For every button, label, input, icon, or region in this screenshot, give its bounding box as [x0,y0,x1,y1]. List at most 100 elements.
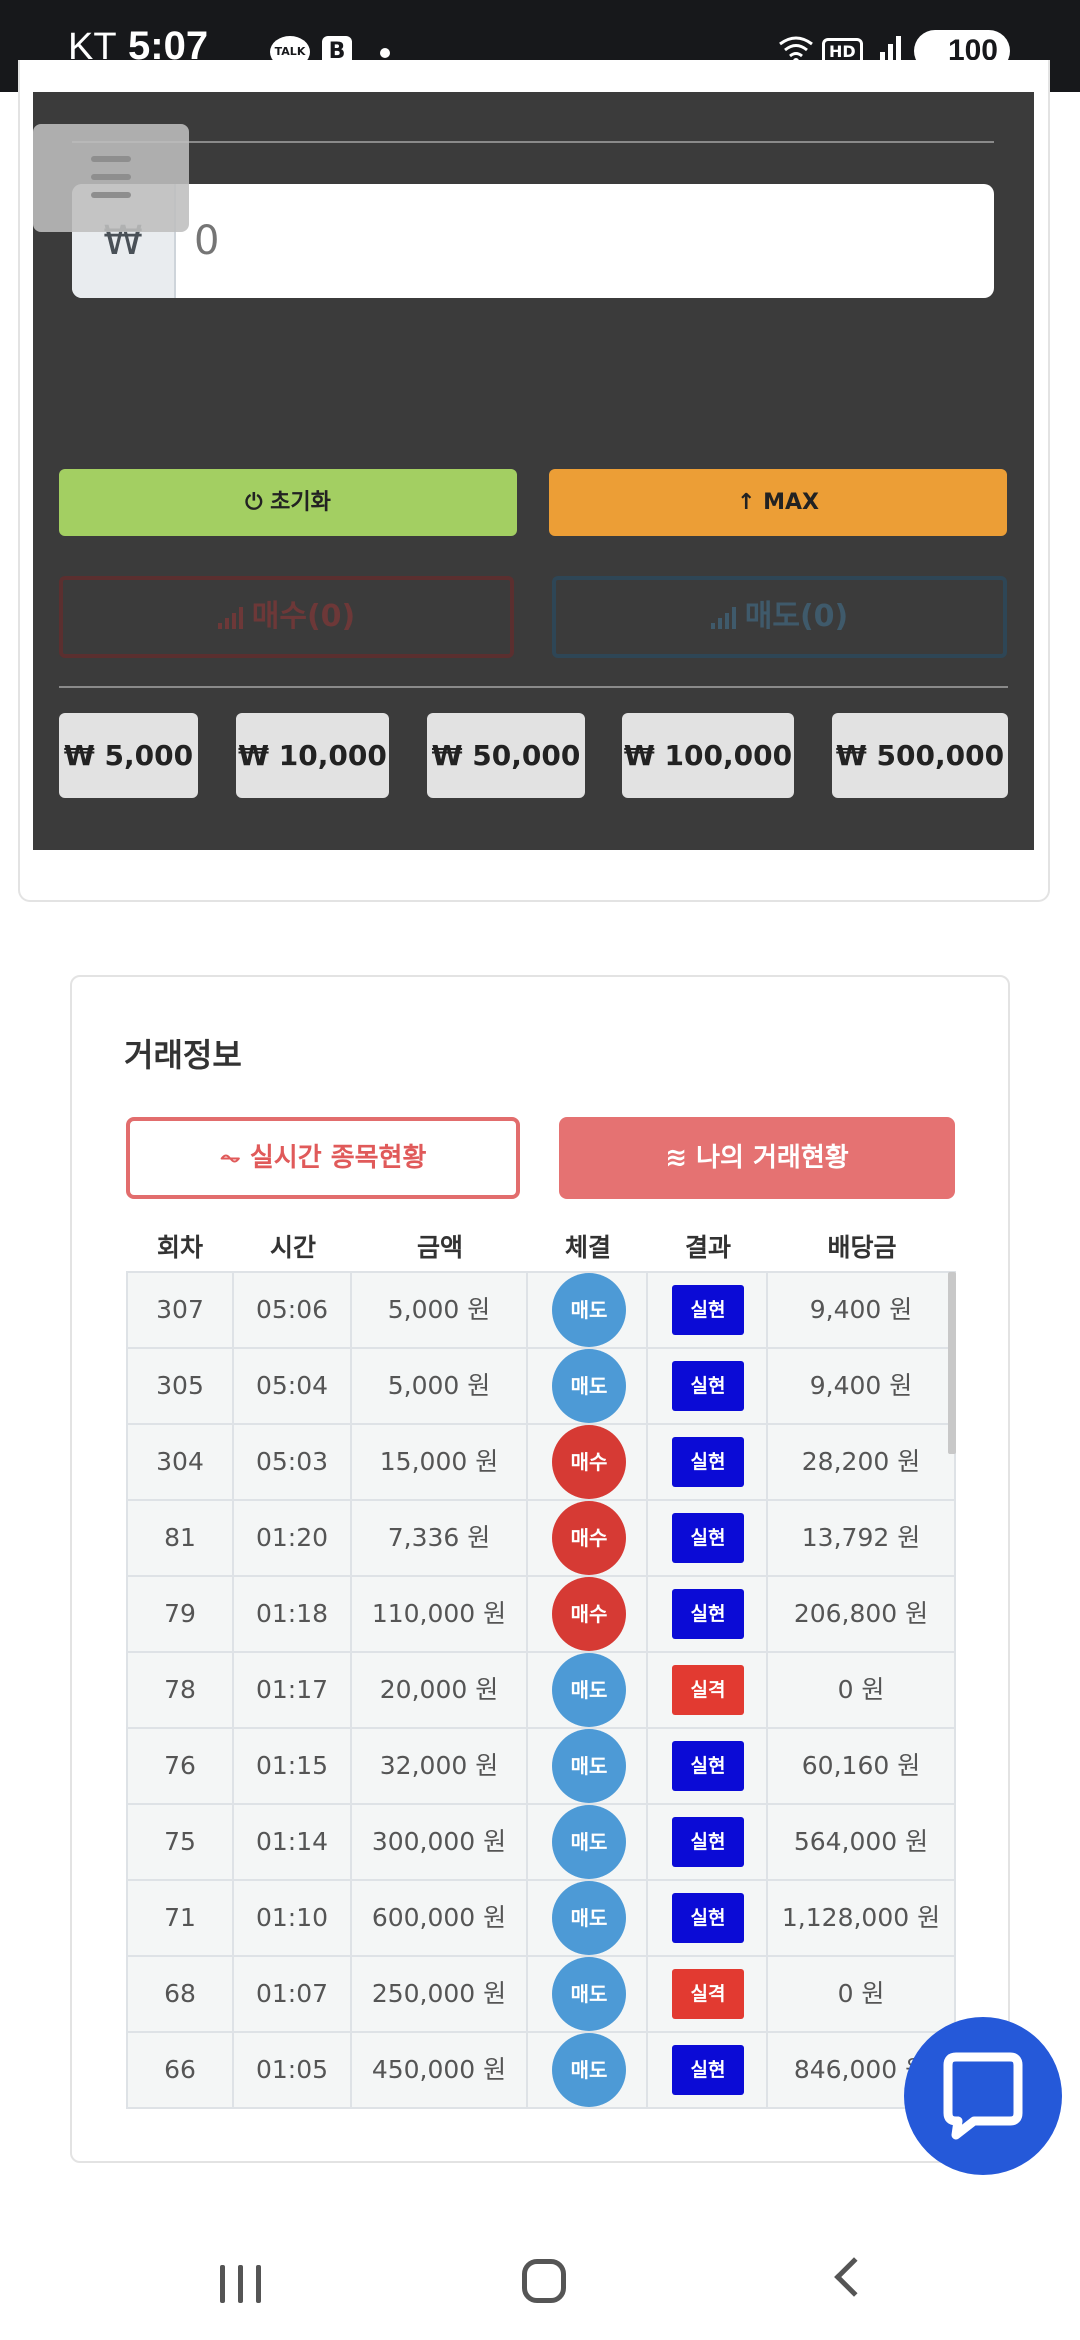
result-badge: 실격 [672,1665,744,1715]
execution-type-badge: 매수 [552,1577,626,1651]
cell [528,1349,648,1423]
table-row: 307 05:06 5,000 원 9,400 원 매도 실현 [126,1273,956,1349]
recent-apps-icon[interactable] [220,2265,266,2303]
bet-amount-field[interactable]: ₩ [72,184,994,298]
home-icon[interactable] [522,2259,566,2303]
cell-time: 01:15 [234,1729,352,1803]
divider [59,686,1008,688]
table-header: 회차 시간 금액 체결 결과 배당금 [126,1228,956,1272]
cell-amount: 15,000 원 [352,1425,528,1499]
cell-round: 66 [126,2033,234,2107]
cell-payout: 9,400 원 [768,1273,956,1347]
cell-payout: 564,000 원 [768,1805,956,1879]
execution-type-badge: 매수 [552,1425,626,1499]
cell-amount: 450,000 원 [352,2033,528,2107]
result-badge: 실현 [672,1817,744,1867]
cell [528,1805,648,1879]
execution-type-badge: 매도 [552,1273,626,1347]
cell [648,1577,768,1651]
cell-amount: 250,000 원 [352,1957,528,2031]
trade-info-title: 거래정보 [124,1036,242,1074]
cell-payout: 9,400 원 [768,1349,956,1423]
cell [528,1501,648,1575]
cell-time: 05:06 [234,1273,352,1347]
execution-type-badge: 매도 [552,1729,626,1803]
cell-round: 79 [126,1577,234,1651]
table-row: 81 01:20 7,336 원 13,792 원 매수 실현 [126,1501,956,1577]
more-notifications-icon [380,48,390,58]
chip-100000-button[interactable]: ₩ 100,000 [622,713,794,798]
cell [648,1425,768,1499]
hamburger-icon[interactable] [33,124,189,232]
cell [648,2033,768,2107]
tab-realtime-status[interactable]: ⏦ 실시간 종목현황 [126,1117,520,1199]
cell [648,1881,768,1955]
result-badge: 실현 [672,1893,744,1943]
cell [528,2033,648,2107]
table-row: 76 01:15 32,000 원 60,160 원 매도 실현 [126,1729,956,1805]
cell-payout: 1,128,000 원 [768,1881,956,1955]
column-header: 금액 [416,1233,463,1262]
table-row: 305 05:04 5,000 원 9,400 원 매도 실현 [126,1349,956,1425]
result-badge: 실현 [672,1741,744,1791]
table-row: 68 01:07 250,000 원 0 원 매도 실격 [126,1957,956,2033]
cell-payout: 0 원 [768,1653,956,1727]
chip-10000-button[interactable]: ₩ 10,000 [236,713,389,798]
execution-type-badge: 매도 [552,1881,626,1955]
cell-payout: 28,200 원 [768,1425,956,1499]
bet-amount-input[interactable] [194,184,974,298]
table-row: 66 01:05 450,000 원 846,000 원 매도 실현 [126,2033,956,2109]
result-badge: 실현 [672,2045,744,2095]
buy-button[interactable]: 매수(0) [59,576,514,658]
result-badge: 실현 [672,1361,744,1411]
table-row: 75 01:14 300,000 원 564,000 원 매도 실현 [126,1805,956,1881]
cell-amount: 5,000 원 [352,1349,528,1423]
cell-amount: 20,000 원 [352,1653,528,1727]
cell-payout: 0 원 [768,1957,956,2031]
max-button[interactable]: ↑ MAX [549,469,1007,536]
cell-time: 01:20 [234,1501,352,1575]
cell-time: 01:07 [234,1957,352,2031]
chip-50000-button[interactable]: ₩ 50,000 [427,713,585,798]
cell-round: 78 [126,1653,234,1727]
table-scrollbar[interactable] [948,1272,956,1454]
column-header: 회차 [156,1233,203,1262]
trade-table[interactable]: 307 05:06 5,000 원 9,400 원 매도 실현 305 05:04 5,000 … [126,1271,956,2109]
cell-round: 81 [126,1501,234,1575]
cell-amount: 5,000 원 [352,1273,528,1347]
cell-time: 01:05 [234,2033,352,2107]
cell-time: 01:18 [234,1577,352,1651]
back-icon[interactable] [834,2257,874,2297]
divider [72,141,994,143]
cell-time: 05:03 [234,1425,352,1499]
cell-time: 01:14 [234,1805,352,1879]
cell-amount: 300,000 원 [352,1805,528,1879]
cell [648,1501,768,1575]
cell-amount: 32,000 원 [352,1729,528,1803]
cell-round: 76 [126,1729,234,1803]
column-header: 시간 [269,1233,316,1262]
cell-round: 305 [126,1349,234,1423]
chat-button[interactable] [904,2017,1062,2175]
column-header: 결과 [684,1233,731,1262]
cell-amount: 110,000 원 [352,1577,528,1651]
sell-button[interactable]: 매도(0) [552,576,1007,658]
cell [648,1957,768,2031]
reset-button[interactable]: ⏻ 초기화 [59,469,517,536]
chip-5000-button[interactable]: ₩ 5,000 [59,713,198,798]
cell-round: 304 [126,1425,234,1499]
execution-type-badge: 매도 [552,1805,626,1879]
cell-payout: 13,792 원 [768,1501,956,1575]
chip-500000-button[interactable]: ₩ 500,000 [832,713,1008,798]
cell-round: 68 [126,1957,234,2031]
cell-amount: 7,336 원 [352,1501,528,1575]
system-navigation-bar [0,2215,1080,2340]
table-row: 304 05:03 15,000 원 28,200 원 매수 실현 [126,1425,956,1501]
result-badge: 실격 [672,1969,744,2019]
cell-amount: 600,000 원 [352,1881,528,1955]
execution-type-badge: 매도 [552,1349,626,1423]
tab-my-trades[interactable]: ≋ 나의 거래현황 [559,1117,955,1199]
cell [528,1425,648,1499]
cell [648,1729,768,1803]
result-badge: 실현 [672,1285,744,1335]
